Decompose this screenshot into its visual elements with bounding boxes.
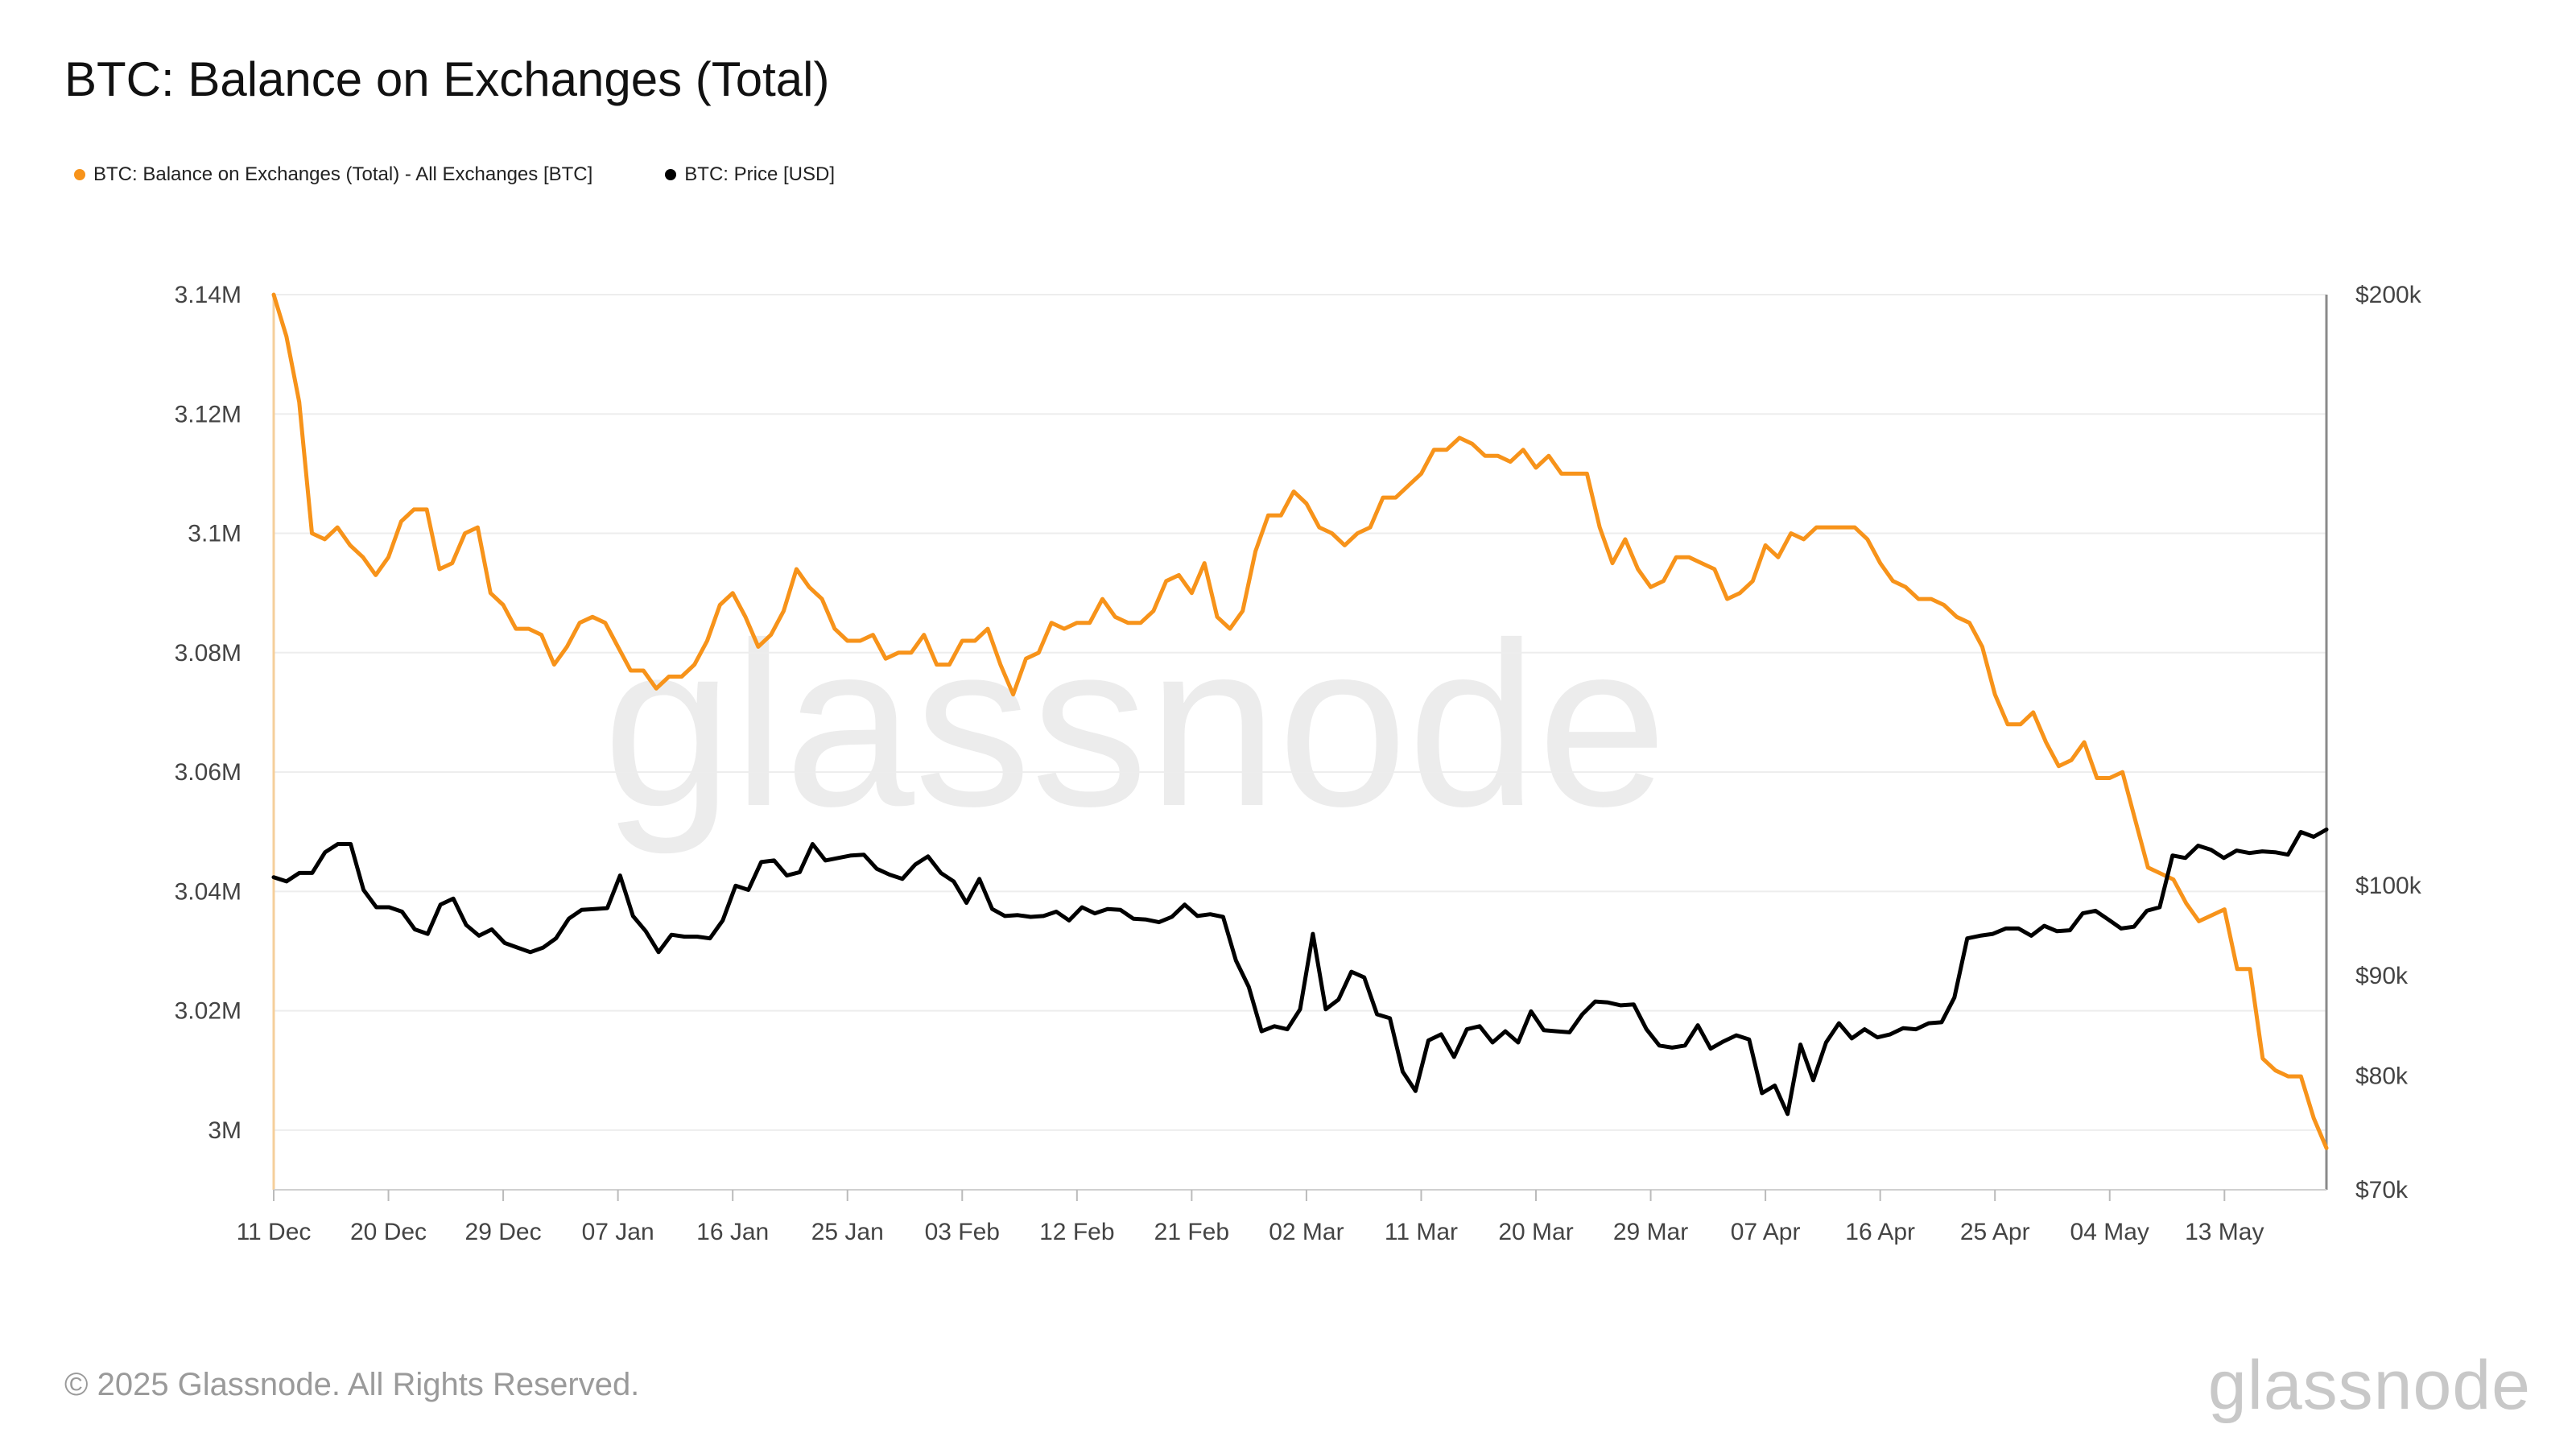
- x-tick-label: 04 May: [2070, 1219, 2149, 1245]
- x-tick-label: 02 Mar: [1269, 1219, 1344, 1245]
- x-tick-label: 20 Dec: [350, 1219, 427, 1245]
- y-right-tick-label: $100k: [2355, 873, 2422, 899]
- x-tick-label: 11 Dec: [237, 1219, 312, 1245]
- axes-layer: 3M 3.02M 3.04M 3.06M 3.08M 3.1M 3.12M 3.14M $70k…: [175, 282, 2422, 1245]
- legend-label-price: BTC: Price [USD]: [684, 163, 835, 185]
- y-left-tick-label: 3M: [208, 1117, 242, 1144]
- y-left-tick-label: 3.04M: [175, 878, 242, 905]
- x-tick-label: 13 May: [2185, 1219, 2264, 1245]
- watermark-text: glassnode: [603, 594, 1667, 856]
- y-left-tick-label: 3.14M: [175, 282, 242, 308]
- x-tick-label: 07 Apr: [1731, 1219, 1801, 1245]
- y-left-tick-label: 3.08M: [175, 640, 242, 667]
- x-tick-label: 29 Mar: [1613, 1219, 1688, 1245]
- y-left-tick-label: 3.12M: [175, 401, 242, 427]
- legend-dot-balance: [74, 169, 85, 180]
- legend-item-balance[interactable]: BTC: Balance on Exchanges (Total) - All …: [74, 163, 592, 186]
- x-tick-label: 29 Dec: [465, 1219, 542, 1245]
- copyright-text: © 2025 Glassnode. All Rights Reserved.: [64, 1367, 640, 1402]
- glassnode-logo: glassnode: [2207, 1347, 2531, 1424]
- x-tick-label: 20 Mar: [1498, 1219, 1573, 1245]
- x-tick-label: 12 Feb: [1039, 1219, 1114, 1245]
- legend-dot-price: [665, 169, 677, 180]
- series-line-price: [271, 828, 2329, 1117]
- legend-item-price[interactable]: BTC: Price [USD]: [665, 163, 835, 186]
- y-left-tick-label: 3.02M: [175, 998, 242, 1025]
- y-right-tick-label: $80k: [2355, 1063, 2409, 1090]
- series-layer: [271, 292, 2329, 1150]
- legend: BTC: Balance on Exchanges (Total) - All …: [74, 163, 835, 186]
- x-tick-label: 07 Jan: [582, 1219, 654, 1245]
- series-line-balance: [271, 292, 2329, 1150]
- y-right-tick-label: $70k: [2355, 1177, 2409, 1203]
- legend-label-balance: BTC: Balance on Exchanges (Total) - All …: [93, 163, 593, 185]
- chart-title: BTC: Balance on Exchanges (Total): [64, 52, 830, 106]
- x-tick-label: 25 Jan: [811, 1219, 884, 1245]
- y-left-tick-label: 3.06M: [175, 759, 242, 786]
- x-tick-label: 03 Feb: [925, 1219, 1000, 1245]
- x-tick-label: 25 Apr: [1960, 1219, 2030, 1245]
- x-tick-label: 11 Mar: [1385, 1219, 1458, 1245]
- x-tick-label: 16 Apr: [1845, 1219, 1915, 1245]
- x-tick-label: 21 Feb: [1154, 1219, 1229, 1245]
- y-right-tick-label: $90k: [2355, 963, 2409, 989]
- y-right-tick-label: $200k: [2355, 282, 2422, 308]
- y-left-tick-label: 3.1M: [188, 521, 242, 547]
- x-tick-label: 16 Jan: [696, 1219, 769, 1245]
